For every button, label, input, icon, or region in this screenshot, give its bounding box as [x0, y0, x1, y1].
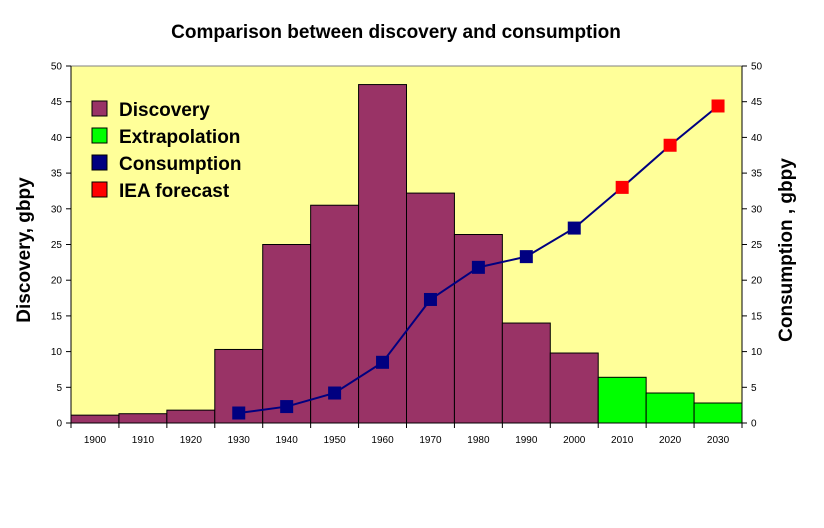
bar-discovery — [70, 414, 120, 424]
legend: Discovery Extrapolation Consumption IEA for… — [91, 100, 241, 202]
legend-label: Extrapolation — [119, 127, 240, 148]
x-tick-label: 1940 — [276, 435, 299, 446]
x-tick-label: 2000 — [563, 435, 586, 446]
legend-label: IEA forecast — [119, 181, 230, 202]
legend-label: Discovery — [119, 100, 210, 121]
marker-consumption — [423, 292, 437, 306]
y-tick-label-left: 0 — [56, 419, 62, 430]
x-tick-label: 1920 — [180, 435, 203, 446]
x-tick-label: 1950 — [323, 435, 346, 446]
y-tick-label-right: 20 — [751, 276, 763, 287]
marker-consumption — [376, 355, 390, 369]
bar-discovery — [262, 244, 312, 424]
x-tick-label: 1970 — [419, 435, 442, 446]
bar-extrapolation — [693, 402, 743, 424]
marker-iea-forecast — [615, 180, 629, 194]
y-tick-label-right: 35 — [751, 169, 763, 180]
marker-consumption — [519, 250, 533, 264]
marker-consumption — [232, 406, 246, 420]
y-tick-label-left: 25 — [51, 240, 63, 251]
y-tick-label-left: 30 — [51, 204, 63, 215]
y-tick-label-left: 40 — [51, 133, 63, 144]
y-ticks-group: 0 0 5 5 10 10 15 15 20 20 25 25 30 30 35 35 40 40 45 45 50 50 — [51, 62, 763, 430]
y-tick-label-right: 40 — [751, 133, 763, 144]
legend-label: Consumption — [119, 154, 241, 175]
y-tick-label-left: 10 — [51, 347, 63, 358]
bar-discovery — [406, 192, 455, 424]
bar-discovery — [166, 409, 216, 424]
y-tick-label-left: 50 — [51, 62, 63, 73]
legend-swatch — [91, 100, 108, 117]
bar-discovery — [549, 352, 599, 424]
x-tick-label: 1910 — [132, 435, 155, 446]
y-tick-label-right: 0 — [751, 419, 757, 430]
marker-consumption — [280, 400, 294, 414]
lines-group — [232, 99, 725, 420]
chart-title: Comparison between discovery and consump… — [171, 22, 621, 43]
bar-extrapolation — [597, 376, 647, 424]
y-tick-label-right: 25 — [751, 240, 763, 251]
x-tick-label: 1930 — [228, 435, 251, 446]
y-tick-label-right: 15 — [751, 311, 763, 322]
legend-swatch — [91, 181, 108, 198]
x-tick-label: 1960 — [371, 435, 394, 446]
x-ticks-group: 1900 1910 1920 1930 1940 1950 1960 1970 1980 1990… — [70, 423, 743, 446]
x-tick-label: 2010 — [611, 435, 634, 446]
y-tick-label-left: 35 — [51, 169, 63, 180]
y-tick-label-right: 50 — [751, 62, 763, 73]
y-tick-label-right: 45 — [751, 97, 763, 108]
marker-consumption — [471, 260, 485, 274]
marker-iea-forecast — [663, 138, 677, 152]
y-axis-right-title: Consumption , gbpy — [776, 158, 797, 342]
y-tick-label-left: 20 — [51, 276, 63, 287]
y-tick-label-left: 15 — [51, 311, 63, 322]
bar-discovery — [118, 413, 168, 424]
y-tick-label-left: 45 — [51, 97, 63, 108]
x-tick-label: 2020 — [659, 435, 682, 446]
x-tick-label: 1980 — [467, 435, 490, 446]
legend-swatch — [91, 154, 108, 171]
x-tick-label: 2030 — [707, 435, 730, 446]
marker-consumption — [328, 386, 342, 400]
y-tick-label-right: 30 — [751, 204, 763, 215]
bar-extrapolation — [645, 392, 695, 424]
y-tick-label-left: 5 — [56, 383, 62, 394]
x-tick-label: 1990 — [515, 435, 538, 446]
marker-iea-forecast — [711, 99, 725, 113]
bar-discovery — [501, 322, 551, 424]
x-tick-label: 1900 — [84, 435, 107, 446]
marker-consumption — [567, 221, 581, 235]
y-tick-label-right: 10 — [751, 347, 763, 358]
legend-swatch — [91, 127, 108, 144]
y-axis-left-title: Discovery, gbpy — [14, 177, 35, 323]
y-tick-label-right: 5 — [751, 383, 757, 394]
